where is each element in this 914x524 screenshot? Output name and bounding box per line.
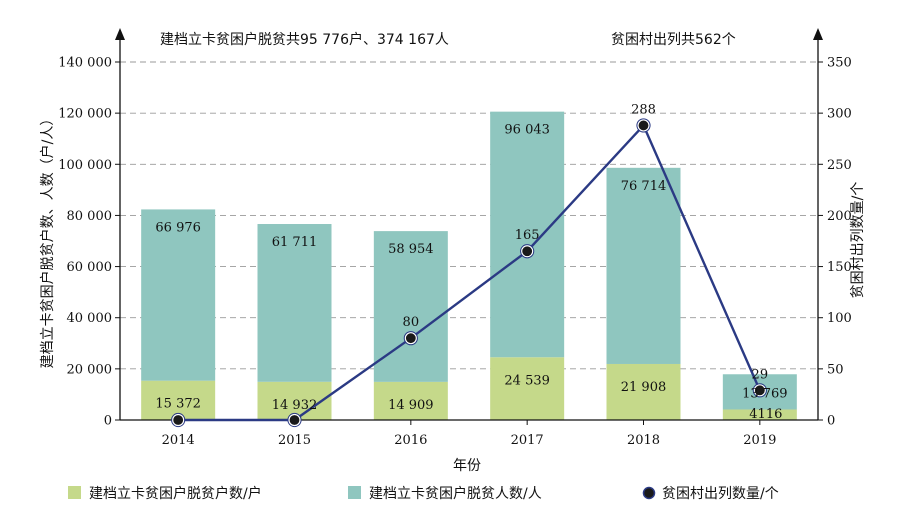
line-layer [171,118,767,428]
x-tick-label-2017: 2017 [511,433,544,448]
data-label-people-2016: 58 954 [388,242,434,257]
data-label-people-2017: 96 043 [504,123,550,138]
y-right-tick-label-3: 150 [827,260,852,275]
y-right-tick-label-0: 0 [827,414,835,429]
bar-people-2015 [257,224,332,382]
axes-layer: 0 20 000 40 000 60 000 80 000 100 000 120 000 1… [58,28,852,448]
legend-label-people: 建档立卡贫困户脱贫人数/人 [369,485,542,502]
data-label-people-2015: 61 711 [272,235,318,250]
bar-people-2018 [606,167,681,364]
x-axis-title: 年份 [453,458,481,474]
y-left-tick-label-4: 80 000 [67,209,113,224]
bar-people-2014 [141,209,216,381]
legend-label-households: 建档立卡贫困户脱贫户数/户 [89,485,262,502]
y-left-axis-title: 建档立卡贫困户脱贫户数、人数（户/人） [39,112,56,369]
data-label-households-2018: 21 908 [621,380,667,395]
y-right-tick-label-1: 50 [827,362,844,377]
villages-line [178,123,761,422]
villages-point-2018 [637,119,650,132]
data-label-villages-2017: 165 [515,228,540,243]
y-left-tick-label-6: 120 000 [58,107,112,122]
y-right-tick-label-2: 100 [827,311,852,326]
x-tick-label-2014: 2014 [162,433,195,448]
legend-swatch-people [348,486,361,499]
villages-point-ring-2017 [520,244,535,259]
data-label-households-2017: 24 539 [504,373,550,388]
legend-label-villages: 贫困村出列数量/个 [662,486,779,502]
data-label-people-2019: 13 769 [742,386,788,401]
villages-point-2016 [404,332,417,345]
data-label-households-2014: 15 372 [155,397,201,412]
y-left-tick-label-0: 0 [104,414,112,429]
villages-point-ring-2016 [403,331,418,346]
annotation-right: 贫困村出列共562个 [611,32,736,48]
y-right-axis-title: 贫困村出列数量/个 [850,182,866,299]
y-left-tick-label-5: 100 000 [58,158,112,173]
x-tick-label-2016: 2016 [394,433,427,448]
y-right-tick-label-4: 200 [827,209,852,224]
labels-layer: 15 372 66 976 14 932 61 711 14 909 58 954 24 5… [155,102,787,422]
legend-swatch-households [68,486,81,499]
bar-households-2016 [373,381,448,420]
y-right-tick-label-5: 250 [827,158,852,173]
y-left-tick-label-7: 140 000 [58,56,112,71]
villages-point-ring-2019 [752,383,767,398]
data-label-households-2019: 4116 [749,407,782,422]
villages-point-2017 [521,245,534,258]
bar-households-2019 [722,409,797,420]
villages-point-2014 [172,413,185,427]
y-right-axis-arrow [813,28,823,40]
x-tick-label-2019: 2019 [743,433,776,448]
villages-point-ring-2014 [171,412,186,428]
x-tick-label-2018: 2018 [627,433,660,448]
villages-point-ring-2015 [287,412,302,428]
y-left-tick-label-2: 40 000 [67,311,113,326]
bar-people-2017 [490,111,565,358]
y-left-tick-label-3: 60 000 [67,260,113,275]
data-label-villages-2019: 29 [752,367,769,382]
data-label-households-2016: 14 909 [388,398,434,413]
bar-households-2018 [606,363,681,420]
villages-point-2015 [288,413,301,427]
y-left-axis-arrow [115,28,125,40]
villages-point-2019 [753,384,766,397]
bars-layer [141,111,797,420]
data-label-households-2015: 14 932 [272,398,318,413]
grid-layer [120,61,818,370]
data-label-villages-2016: 80 [403,315,420,330]
data-label-villages-2018: 288 [631,102,656,117]
y-right-tick-label-6: 300 [827,107,852,122]
data-label-people-2018: 76 714 [621,179,667,194]
annotation-left: 建档立卡贫困户脱贫共95 776户、374 167人 [160,31,449,48]
legend-marker-villages [642,486,656,500]
y-left-tick-label-1: 20 000 [67,362,113,377]
villages-point-ring-2018 [636,118,651,133]
data-label-people-2014: 66 976 [155,220,201,235]
legend: 建档立卡贫困户脱贫户数/户 建档立卡贫困户脱贫人数/人 贫困村出列数量/个 [68,485,779,502]
y-right-tick-label-7: 350 [827,56,852,71]
x-tick-label-2015: 2015 [278,433,311,448]
bar-households-2017 [490,357,565,420]
